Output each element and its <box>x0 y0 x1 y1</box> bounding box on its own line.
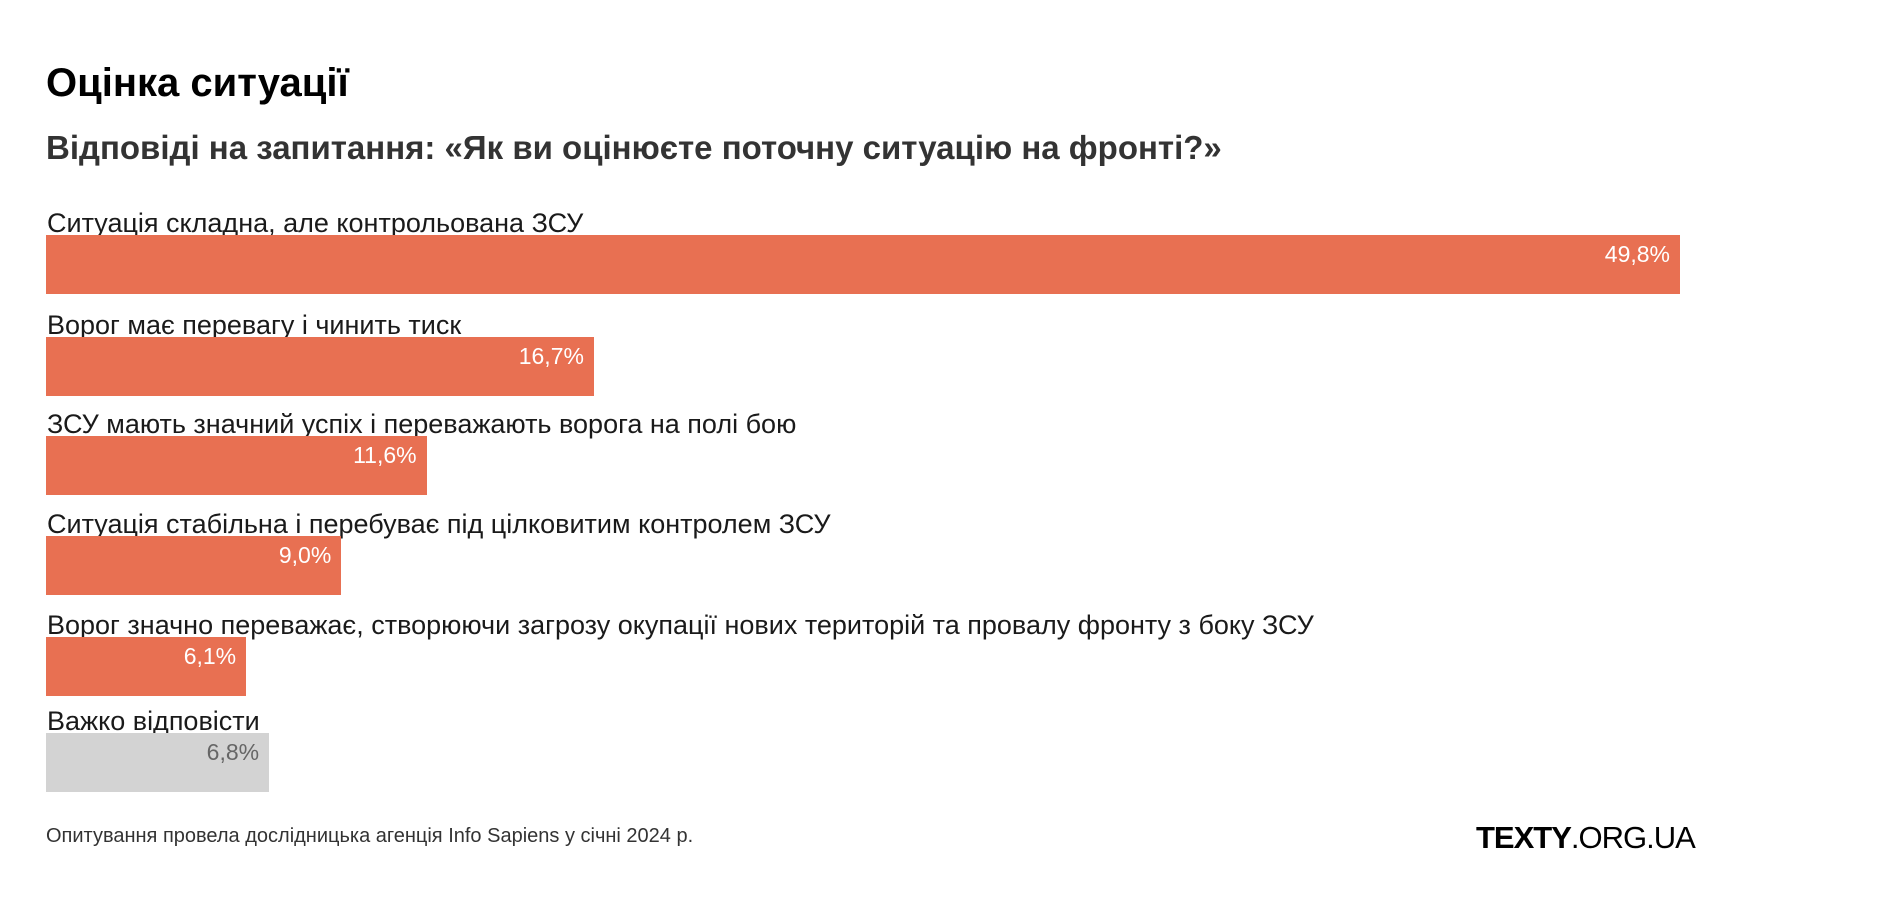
chart-title: Оцінка ситуації <box>46 61 349 105</box>
value-label: 6,8% <box>206 739 260 765</box>
bar[interactable]: 16,7% <box>46 337 594 396</box>
chart-subtitle: Відповіді на запитання: «Як ви оцінюєте … <box>46 129 1222 166</box>
category-label: Ситуація складна, але контрольована ЗСУ <box>47 208 584 238</box>
brand-domain: .ORG.UA <box>1570 820 1696 855</box>
bar[interactable]: 6,1% <box>46 637 247 696</box>
brand-name-bold: TEXTY <box>1476 820 1572 855</box>
brand-logo[interactable]: TEXTY.ORG.UA <box>1476 819 1696 857</box>
value-label: 11,6% <box>353 442 417 468</box>
value-label: 16,7% <box>518 343 584 369</box>
value-label: 49,8% <box>1604 241 1670 267</box>
category-label: Ворог має перевагу і чинить тиск <box>47 310 462 340</box>
category-label: Ворог значно переважає, створюючи загроз… <box>47 610 1314 640</box>
category-label: Важко відповісти <box>47 706 260 736</box>
category-label: Ситуація стабільна і перебуває під цілко… <box>47 509 831 539</box>
bar[interactable]: 11,6% <box>46 436 427 495</box>
value-label: 9,0% <box>278 542 332 568</box>
source-note: Опитування провела дослідницька агенція … <box>46 825 694 847</box>
value-label: 6,1% <box>183 643 237 669</box>
category-label: ЗСУ мають значний успіх і переважають во… <box>47 409 797 439</box>
bar[interactable]: 9,0% <box>46 536 342 595</box>
bar[interactable]: 6,8% <box>46 733 270 792</box>
bar[interactable]: 49,8% <box>46 235 1680 294</box>
